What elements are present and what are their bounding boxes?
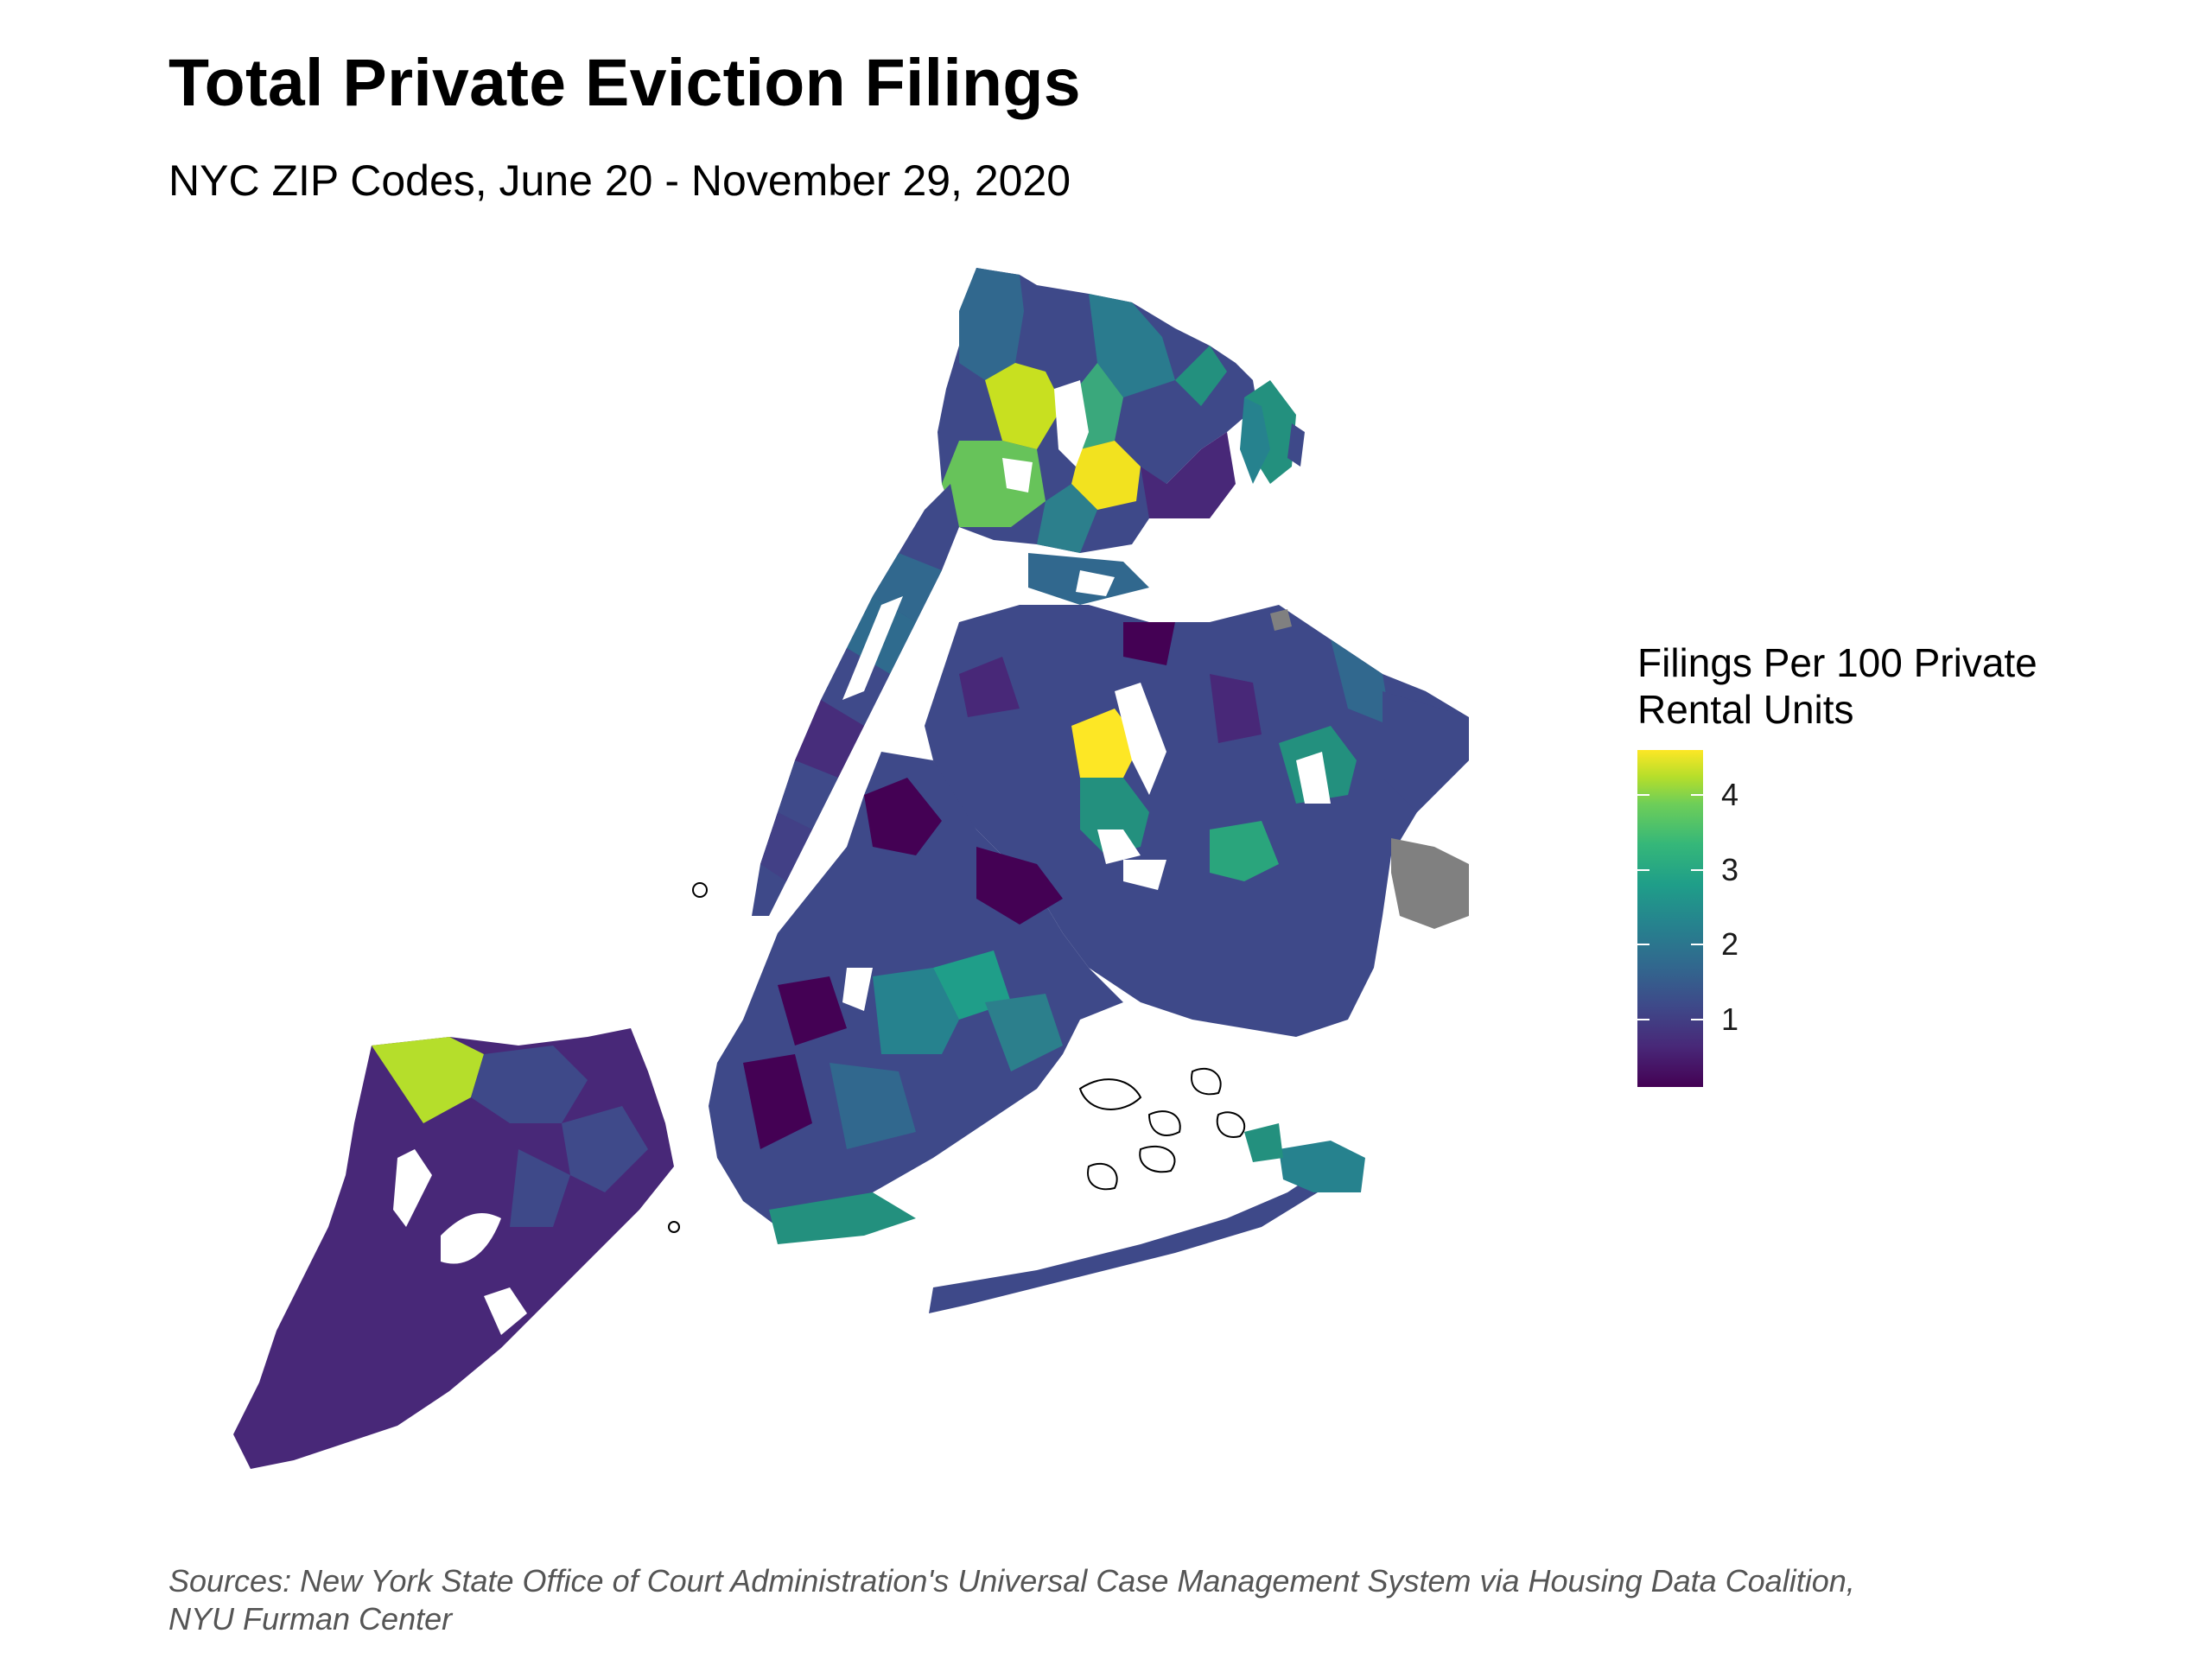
zip-area xyxy=(1123,622,1175,665)
zip-area xyxy=(760,812,812,881)
legend-tick-label: 1 xyxy=(1721,1001,1739,1037)
zip-area xyxy=(795,700,864,778)
legend-tick-label: 4 xyxy=(1721,777,1739,812)
rockaway-peninsula xyxy=(929,1123,1365,1313)
zip-area xyxy=(769,1192,916,1244)
legend-tick-mark xyxy=(1637,794,1649,796)
jamaica-bay xyxy=(1078,1067,1246,1191)
zip-area xyxy=(778,760,838,830)
legend-tick-mark xyxy=(1691,794,1703,796)
legend-tick-mark xyxy=(1691,944,1703,946)
park-void xyxy=(484,1287,527,1335)
park-void xyxy=(1123,860,1166,890)
chart-subtitle: NYC ZIP Codes, June 20 - November 29, 20… xyxy=(168,156,1071,205)
legend-tick-mark xyxy=(1691,1019,1703,1020)
park-void xyxy=(1296,752,1331,804)
marsh-island-outline xyxy=(1147,1110,1181,1136)
zip-area xyxy=(1287,423,1305,467)
zip-area xyxy=(1141,432,1236,518)
caption-line1: Sources: New York State Office of Court … xyxy=(168,1563,1855,1599)
park-void xyxy=(1097,830,1141,864)
zip-area xyxy=(1210,821,1279,881)
zip-area xyxy=(1071,441,1141,510)
zip-area xyxy=(864,778,942,855)
park-void xyxy=(1002,458,1033,493)
central-park-void xyxy=(842,596,903,700)
small-islands xyxy=(668,397,1305,1233)
legend-tick-mark xyxy=(1637,944,1649,946)
legend-tick-mark xyxy=(1637,868,1649,871)
borough-brooklyn xyxy=(709,752,1141,1244)
zip-area xyxy=(1080,778,1149,855)
zip-area xyxy=(959,657,1020,717)
legend-tick-label: 3 xyxy=(1721,851,1739,887)
zip-area xyxy=(1279,1141,1365,1192)
zip-area xyxy=(1210,674,1262,743)
legend-title: Filings Per 100 Private Rental Units xyxy=(1637,639,2037,733)
zip-area xyxy=(1175,346,1227,406)
marsh-island-outline xyxy=(1078,1078,1142,1110)
zip-area xyxy=(976,847,1063,925)
legend-color-bar xyxy=(1637,750,1703,1087)
zip-area xyxy=(1244,1123,1283,1162)
borough-queens xyxy=(925,605,1469,1037)
zip-area xyxy=(1382,691,1469,812)
marsh-island-outline xyxy=(1191,1067,1222,1096)
marsh-island-outline xyxy=(1216,1111,1246,1138)
park-void xyxy=(842,968,873,1011)
zip-area xyxy=(873,968,959,1054)
zip-area xyxy=(743,1054,812,1149)
chart-title: Total Private Eviction Filings xyxy=(168,46,1081,120)
park-void xyxy=(393,1149,432,1227)
park-void xyxy=(1115,683,1166,795)
zip-area xyxy=(1089,294,1175,397)
marsh-island-outline xyxy=(1087,1162,1118,1191)
island-outline xyxy=(692,882,708,898)
park-void xyxy=(441,1213,501,1264)
island-outline xyxy=(668,1221,680,1233)
borough-staten-island xyxy=(233,1028,674,1469)
zip-area xyxy=(1331,639,1391,726)
marsh-island-outline xyxy=(1139,1145,1176,1173)
zip-area xyxy=(959,268,1024,380)
park-void xyxy=(1054,380,1089,467)
missing-zip xyxy=(1270,609,1292,631)
zip-area xyxy=(471,1046,588,1123)
legend-tick-label: 2 xyxy=(1721,926,1739,963)
legend-tick-mark xyxy=(1637,1019,1649,1020)
zip-area xyxy=(562,1106,648,1192)
zip-area xyxy=(1240,397,1270,484)
legend-tick-mark xyxy=(1691,868,1703,871)
zip-area xyxy=(985,994,1063,1071)
legend-title-line1: Filings Per 100 Private xyxy=(1637,640,2037,685)
zip-area xyxy=(925,605,1469,1037)
legend-title-line2: Rental Units xyxy=(1637,687,1854,732)
chart-caption: Sources: New York State Office of Court … xyxy=(168,1562,2156,1638)
zip-area xyxy=(510,1149,570,1227)
zip-area xyxy=(830,1063,916,1149)
borough-manhattan xyxy=(752,484,959,916)
zip-area xyxy=(778,976,847,1046)
zip-area xyxy=(929,1175,1318,1313)
park-void xyxy=(1076,570,1115,596)
zip-area xyxy=(1037,484,1097,553)
zip-area xyxy=(985,363,1063,449)
zip-area xyxy=(372,1037,484,1123)
missing-zip xyxy=(1391,838,1469,929)
caption-line2: NYU Furman Center xyxy=(168,1601,453,1637)
borough-bronx xyxy=(938,268,1296,605)
